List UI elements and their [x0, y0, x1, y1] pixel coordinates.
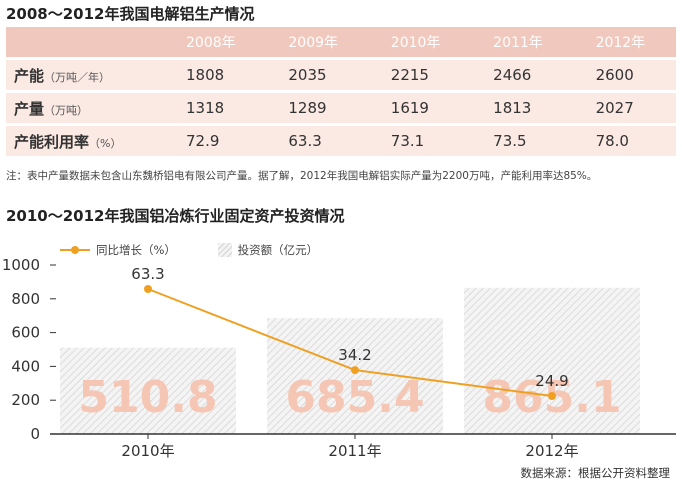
table-cell: 1289: [266, 90, 369, 123]
x-tick-label: 2011年: [328, 442, 381, 460]
table-row-utilization: 产能利用率（%） 72.9 63.3 73.1 73.5 78.0: [6, 123, 676, 156]
investment-bar: [464, 287, 640, 434]
table-cell: 2466: [471, 57, 574, 90]
table-cell: 2035: [266, 57, 369, 90]
row-label: 产量（万吨）: [6, 90, 164, 123]
table-cell: 1813: [471, 90, 574, 123]
growth-value-label: 24.9: [535, 372, 568, 390]
production-table: 2008年 2009年 2010年 2011年 2012年 产能（万吨／年） 1…: [6, 27, 676, 156]
table-cell: 73.5: [471, 123, 574, 156]
table-cell: 2600: [573, 57, 676, 90]
row-label: 产能（万吨／年）: [6, 57, 164, 90]
table-title: 2008～2012年我国电解铝生产情况: [6, 5, 255, 23]
investment-bar: [60, 347, 236, 434]
table-cell: 73.1: [368, 123, 472, 156]
y-tick-label: 1000: [2, 256, 40, 274]
year-header: 2010年: [368, 27, 472, 57]
row-unit: （万吨／年）: [44, 70, 111, 84]
year-header: 2009年: [266, 27, 369, 57]
x-tick-label: 2010年: [121, 442, 174, 460]
table-header-row: 2008年 2009年 2010年 2011年 2012年: [6, 27, 676, 57]
legend-label-investment: 投资额（亿元）: [237, 243, 319, 257]
table-cell: 1808: [164, 57, 267, 90]
year-header: 2012年: [573, 27, 676, 57]
row-label: 产能利用率（%）: [6, 123, 164, 156]
table-cell: 1619: [368, 90, 472, 123]
bar-value-label: 510.8: [78, 372, 217, 423]
investment-bar: [267, 318, 443, 434]
row-unit: （万吨）: [44, 103, 89, 117]
row-unit: （%）: [89, 136, 122, 150]
table-note: 注：表中产量数据未包含山东魏桥铝电有限公司产量。据了解，2012年我国电解铝实际…: [6, 170, 598, 182]
growth-point: [351, 366, 359, 375]
table-row-capacity: 产能（万吨／年） 1808 2035 2215 2466 2600: [6, 57, 676, 90]
x-tick-label: 2012年: [525, 442, 578, 460]
row-label-text: 产能利用率: [14, 132, 90, 151]
growth-point: [144, 285, 152, 293]
growth-value-label: 34.2: [338, 346, 371, 364]
chart-legend: 同比增长（%） 投资额（亿元）: [60, 242, 318, 258]
table-cell: 72.9: [164, 123, 267, 156]
table-cell: 78.0: [573, 123, 676, 156]
row-label-text: 产能: [14, 66, 45, 85]
table-row-output: 产量（万吨） 1318 1289 1619 1813 2027: [6, 90, 676, 123]
y-tick-label: 400: [11, 357, 40, 375]
y-tick-label: 200: [11, 391, 40, 409]
table-cell: 63.3: [266, 123, 369, 156]
y-tick-label: 800: [11, 290, 40, 308]
table-cell: 2027: [573, 90, 676, 123]
growth-value-label: 63.3: [131, 265, 164, 283]
legend-label-growth: 同比增长（%）: [96, 243, 176, 257]
row-label-text: 产量: [14, 99, 45, 118]
chart-title: 2010～2012年我国铝冶炼行业固定资产投资情况: [6, 207, 345, 225]
y-tick-label: 0: [30, 425, 40, 443]
year-header: 2011年: [471, 27, 574, 57]
bar-value-label: 685.4: [285, 372, 424, 423]
y-tick-label: 600: [11, 324, 40, 342]
table-cell: 2215: [368, 57, 472, 90]
table-header-corner: [6, 27, 164, 57]
data-source: 数据来源：根据公开资料整理: [520, 466, 671, 480]
legend-bar-swatch: [217, 243, 232, 257]
table-cell: 1318: [164, 90, 267, 123]
legend-line-swatch: [60, 246, 90, 254]
year-header: 2008年: [164, 27, 267, 57]
growth-point: [548, 392, 556, 400]
